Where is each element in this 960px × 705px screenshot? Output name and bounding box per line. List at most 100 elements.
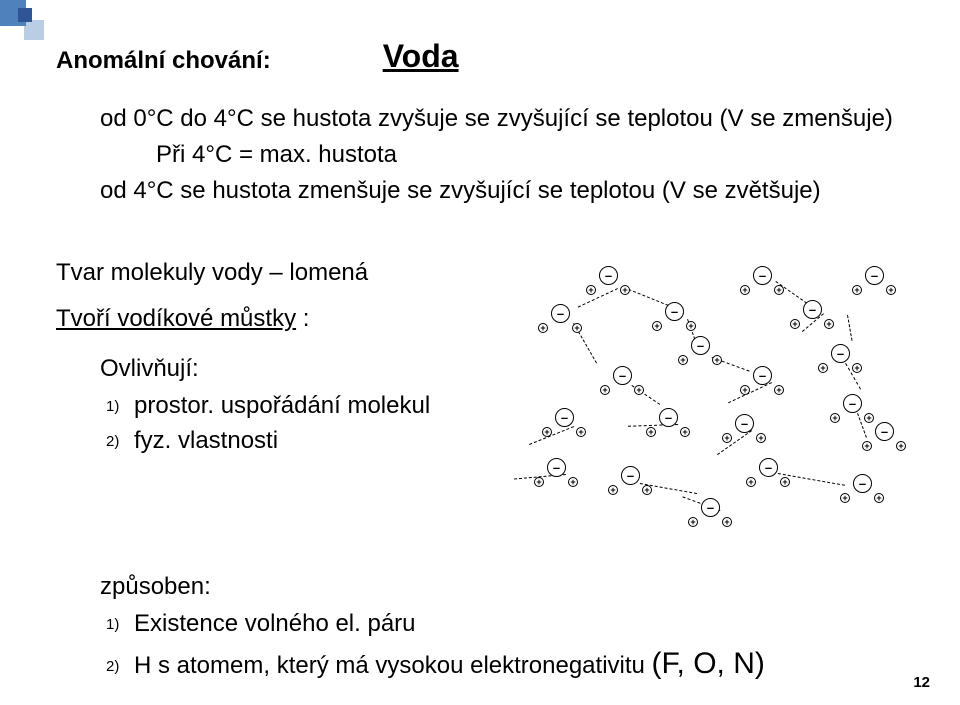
oxygen-atom: –: [691, 336, 710, 355]
hydrogen-atom: +: [620, 285, 630, 295]
water-molecule: –++: [836, 387, 870, 421]
oxygen-atom: –: [759, 458, 778, 477]
text-emph: zvyšuje: [378, 105, 458, 132]
water-molecule: –++: [694, 491, 728, 525]
hydrogen-atom: +: [634, 385, 644, 395]
text-large: (F, O, N): [652, 647, 765, 680]
hydrogen-atom: +: [678, 355, 688, 365]
page-number: 12: [913, 674, 930, 691]
water-molecule: –++: [752, 451, 786, 485]
hydrogen-atom: +: [712, 355, 722, 365]
deco-square: [18, 8, 32, 22]
hydrogen-atom: +: [818, 363, 828, 373]
subheading: Tvar molekuly vody – lomená: [56, 259, 536, 287]
oxygen-atom: –: [803, 300, 822, 319]
body-text: od 0°C do 4°C se hustota zvyšuje se zvyš…: [100, 101, 912, 137]
hydrogen-atom: +: [774, 285, 784, 295]
hydrogen-atom: +: [542, 427, 552, 437]
oxygen-atom: –: [599, 266, 618, 285]
hydrogen-atom: +: [538, 323, 548, 333]
oxygen-atom: –: [551, 304, 570, 323]
hydrogen-atom: +: [824, 319, 834, 329]
hydrogen-atom: +: [790, 319, 800, 329]
list-label: způsoben:: [100, 573, 912, 601]
water-molecule: –++: [658, 295, 692, 329]
hydrogen-bond-diagram: –++–++–++–++–++–++–++–++–++–++–++–++–++–…: [536, 259, 896, 539]
hydrogen-atom: +: [886, 285, 896, 295]
hydrogen-atom: +: [600, 385, 610, 395]
oxygen-atom: –: [613, 366, 632, 385]
water-molecule: –++: [728, 407, 762, 441]
water-molecule: –++: [614, 459, 648, 493]
oxygen-atom: –: [853, 474, 872, 493]
water-molecule: –++: [746, 259, 780, 293]
text: Existence volného el. páru: [134, 610, 416, 637]
oxygen-atom: –: [753, 366, 772, 385]
page-title: Voda: [383, 38, 459, 75]
oxygen-atom: –: [831, 344, 850, 363]
hydrogen-atom: +: [840, 493, 850, 503]
subheading-bridges: Tvoří vodíkové můstky :: [56, 305, 536, 333]
list-number: 1): [106, 614, 134, 636]
text: od 0°C do 4°C se hustota: [100, 105, 378, 132]
hydrogen-atom: +: [746, 477, 756, 487]
list-label: Ovlivňují:: [100, 355, 536, 383]
list-number: 1): [106, 396, 134, 418]
corner-deco: [0, 0, 56, 56]
oxygen-atom: –: [621, 466, 640, 485]
list-item: 1)Existence volného el. páru: [106, 607, 912, 642]
water-molecule: –++: [746, 359, 780, 393]
list-number: 2): [106, 656, 134, 678]
hydrogen-atom: +: [586, 285, 596, 295]
oxygen-atom: –: [547, 458, 566, 477]
text: se zvyšující se teplotou (V se zmenšuje): [458, 105, 893, 132]
list-number: 2): [106, 431, 134, 453]
list-item: 2)fyz. vlastnosti: [106, 424, 536, 459]
text-emph: zmenšuje: [298, 177, 401, 204]
hydrogen-atom: +: [652, 321, 662, 331]
oxygen-atom: –: [659, 408, 678, 427]
text: se zvyšující se teplotou (V se zvětšuje): [400, 177, 820, 204]
list-item: 2)H s atomem, který má vysokou elektrone…: [106, 642, 912, 686]
hydrogen-atom: +: [722, 517, 732, 527]
water-molecule: –++: [796, 293, 830, 327]
water-molecule: –++: [548, 401, 582, 435]
hydrogen-atom: +: [608, 485, 618, 495]
water-molecule: –++: [592, 259, 626, 293]
list-item: 1)prostor. uspořádání molekul: [106, 389, 536, 424]
text: H s atomem, který má vysokou elektronega…: [134, 652, 652, 679]
water-molecule: –++: [606, 359, 640, 393]
hydrogen-atom: +: [774, 385, 784, 395]
water-molecule: –++: [544, 297, 578, 331]
oxygen-atom: –: [665, 302, 684, 321]
text: od 4°C se hustota: [100, 177, 298, 204]
hydrogen-atom: +: [874, 493, 884, 503]
hydrogen-atom: +: [852, 285, 862, 295]
oxygen-atom: –: [875, 422, 894, 441]
oxygen-atom: –: [555, 408, 574, 427]
deco-square: [24, 20, 44, 40]
oxygen-atom: –: [753, 266, 772, 285]
water-molecule: –++: [824, 337, 858, 371]
hydrogen-atom: +: [780, 477, 790, 487]
water-molecule: –++: [652, 401, 686, 435]
oxygen-atom: –: [701, 498, 720, 517]
oxygen-atom: –: [843, 394, 862, 413]
text: :: [296, 305, 309, 332]
hydrogen-atom: +: [534, 477, 544, 487]
water-molecule: –++: [684, 329, 718, 363]
water-molecule: –++: [540, 451, 574, 485]
section-heading: Anomální chování:: [56, 47, 271, 75]
hydrogen-atom: +: [576, 427, 586, 437]
hydrogen-atom: +: [722, 433, 732, 443]
text: fyz. vlastnosti: [134, 427, 278, 454]
hydrogen-atom: +: [756, 433, 766, 443]
hydrogen-atom: +: [568, 477, 578, 487]
oxygen-atom: –: [735, 414, 754, 433]
hydrogen-atom: +: [688, 517, 698, 527]
water-molecule: –++: [868, 415, 902, 449]
hydrogen-atom: +: [852, 363, 862, 373]
body-text: od 4°C se hustota zmenšuje se zvyšující …: [100, 173, 912, 209]
hydrogen-atom: +: [642, 485, 652, 495]
hydrogen-atom: +: [862, 441, 872, 451]
